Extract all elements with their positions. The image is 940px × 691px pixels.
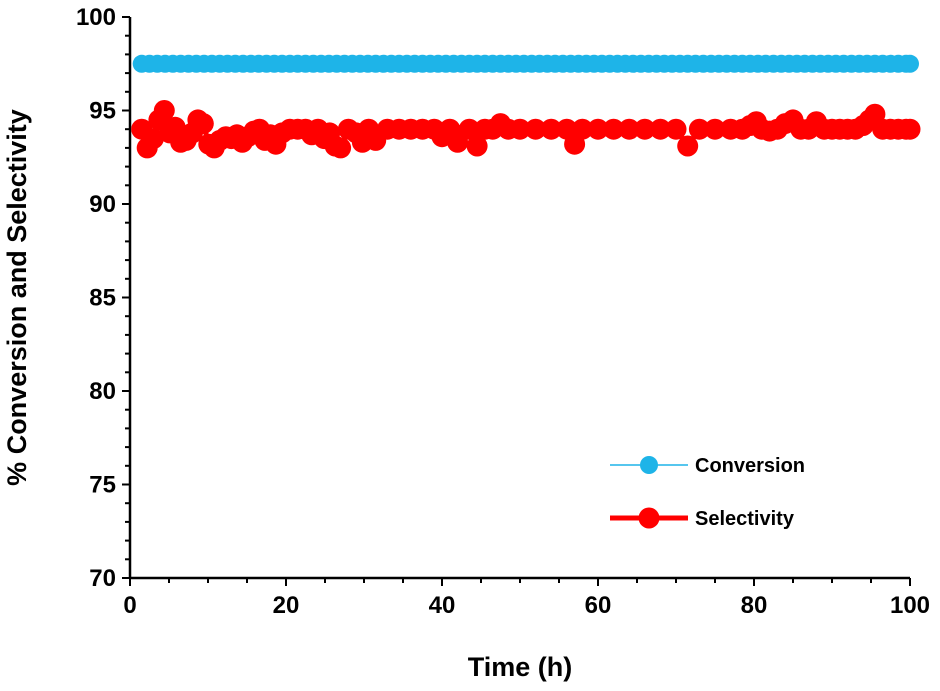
- y-tick-label: 90: [89, 191, 116, 218]
- selectivity-point: [704, 118, 726, 140]
- y-ticks: 70 75 80 85 90 95 100: [76, 4, 130, 592]
- y-tick-label: 100: [76, 4, 116, 31]
- y-tick-label: 70: [89, 565, 116, 592]
- x-axis-title: Time (h): [468, 652, 573, 682]
- selectivity-point: [618, 118, 640, 140]
- selectivity-point: [571, 118, 593, 140]
- selectivity-point: [540, 118, 562, 140]
- legend-conversion-marker: [640, 456, 658, 474]
- selectivity-point: [466, 135, 488, 157]
- legend-selectivity-marker: [638, 507, 660, 529]
- y-tick-label: 80: [89, 378, 116, 405]
- selectivity-point: [330, 137, 352, 159]
- y-tick-label: 75: [89, 472, 116, 499]
- series-conversion: [132, 54, 919, 73]
- legend-conversion-label: Conversion: [695, 455, 805, 477]
- selectivity-point: [153, 100, 175, 121]
- x-tick-label: 0: [123, 592, 136, 619]
- x-ticks: 0 20 40 60 80 100: [123, 578, 930, 619]
- selectivity-point: [634, 118, 656, 140]
- x-tick-label: 40: [429, 592, 456, 619]
- selectivity-point: [677, 135, 699, 157]
- legend-item-conversion: Conversion: [610, 455, 805, 477]
- y-tick-label: 95: [89, 98, 116, 125]
- selectivity-point: [665, 118, 687, 140]
- x-tick-label: 20: [273, 592, 300, 619]
- y-tick-label: 85: [89, 285, 116, 312]
- x-tick-label: 80: [741, 592, 768, 619]
- selectivity-point: [603, 118, 625, 140]
- series-layer: [131, 54, 921, 159]
- selectivity-point: [142, 128, 164, 150]
- selectivity-point: [509, 118, 531, 140]
- series-selectivity: [131, 100, 921, 159]
- selectivity-point: [899, 118, 921, 140]
- legend-selectivity-label: Selectivity: [695, 508, 795, 530]
- x-tick-label: 60: [585, 592, 612, 619]
- x-tick-label: 100: [890, 592, 930, 619]
- selectivity-point: [688, 118, 710, 140]
- selectivity-point: [192, 113, 214, 135]
- selectivity-point: [458, 118, 480, 140]
- conversion-point: [901, 54, 919, 73]
- selectivity-point: [649, 118, 671, 140]
- legend: Conversion Selectivity: [610, 455, 805, 530]
- selectivity-point: [525, 118, 547, 140]
- axes: 0 20 40 60 80 100 70 75 80 85 90 95 100: [76, 4, 930, 619]
- y-axis-title: % Conversion and Selectivity: [2, 109, 32, 486]
- legend-item-selectivity: Selectivity: [610, 507, 795, 530]
- selectivity-point: [587, 118, 609, 140]
